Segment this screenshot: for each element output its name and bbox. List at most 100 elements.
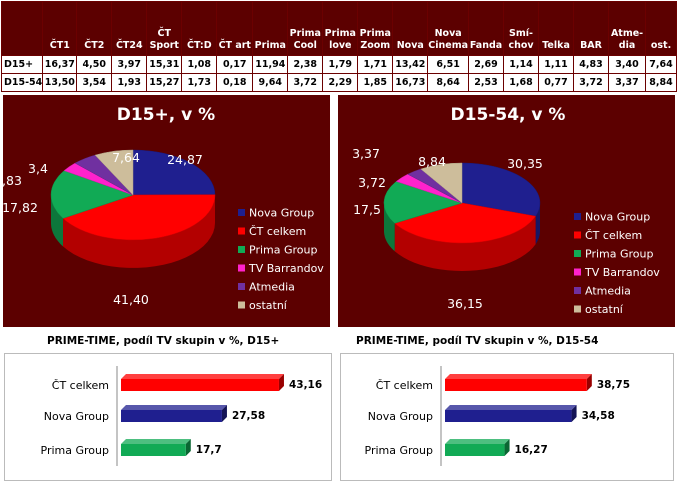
bar-category-label: ČT celkem [52,379,109,392]
header-cell: ČT24 [111,1,148,56]
table-cell: 11,94 [252,55,289,74]
table-cell: 1,73 [181,73,218,92]
legend-swatch [238,301,245,309]
header-cell: Smí-chov [503,1,540,56]
bar-value-label: 38,75 [597,379,630,391]
legend-swatch [238,264,245,272]
header-cell: ČT:D [181,1,218,56]
header-cell: ČT1 [42,1,78,56]
bar-top-face [445,439,510,444]
legend-label: ostatní [249,299,288,312]
table-cell: 3,97 [111,55,148,74]
pie-value-label: 3,4 [28,161,48,176]
pie-title: D15+, v % [117,105,215,125]
table-cell: 2,69 [468,55,505,74]
header-cell: Prima love [322,1,359,56]
pie-slice [420,162,463,204]
bar-chart-d15plus: ČT celkem 43,16 Nova Group 27,58 Prima Group… [41,366,322,466]
table-cell: 0,18 [216,73,254,92]
legend-swatch [238,283,245,290]
pie-slice [94,149,134,196]
bar-chart-d15-54: ČT celkem 38,75 Nova Group 34,58 Prima Group… [365,366,630,466]
pie-panel-d15-54: D15-54, v % 30,35 36,15 17,5 3,72 3,37 8,84 Nov… [338,95,675,327]
legend-swatch [574,250,581,257]
legend-swatch [238,246,245,253]
bar-side-face [586,374,592,391]
bar-value-label: 16,27 [515,444,548,456]
table-cell: 15,27 [146,73,183,92]
table-cell: 1,68 [503,73,540,92]
pie-panel-d15plus: D15+, v % 24,87 41,40 17,82 4,83 3,4 7,64 Nova … [0,95,330,327]
table-cell: 8,84 [645,73,678,92]
table-cell: 2,29 [322,73,359,92]
header-cell: Prima Cool [287,1,324,56]
bar-chart-title-d15-54: PRIME-TIME, podíl TV skupin v %, D15-54 [356,335,599,347]
bar-top-face [445,405,577,410]
bar-top-face [121,374,284,379]
table-cell: 6,51 [427,55,470,74]
table-cell: 13,42 [392,55,429,74]
pie-title: D15-54, v % [451,105,566,125]
pie-value-label: 30,35 [507,156,543,171]
table-cell: 1,11 [538,55,575,74]
bar-side-face [504,439,510,456]
pie-value-label: 3,72 [358,175,386,190]
table-cell: 3,72 [287,73,324,92]
table-cell: 4,50 [76,55,113,74]
ratings-table: ČT1 ČT2 ČT24 ČT Sport ČT:D ČT art Prima Prima C… [0,1,678,92]
header-cell: ost. [645,1,678,56]
table-header-row: ČT1 ČT2 ČT24 ČT Sport ČT:D ČT art Prima Prima C… [0,1,678,56]
table-cell: 2,53 [468,73,505,92]
table-cell: 1,14 [503,55,540,74]
pie-slice [50,170,134,219]
bar-category-label: Nova Group [368,410,433,423]
pie-chart-d15-54: D15-54, v % 30,35 36,15 17,5 3,72 3,37 8,84 Nov… [352,105,660,316]
bar-category-label: Prima Group [365,444,433,457]
legend-label: ostatní [585,303,624,316]
header-cell: Nova [392,1,429,56]
legend-swatch [238,227,245,235]
bar-value-label: 34,58 [582,410,615,422]
legend-swatch [574,268,581,276]
bar-side-face [185,439,191,456]
pie-value-label: 41,40 [113,292,149,307]
table-row: D15+ 16,37 4,50 3,97 15,31 1,08 0,17 11,94 2,38 1… [0,55,678,74]
legend-label: ČT celkem [249,225,306,238]
table-cell: 4,83 [573,55,610,74]
table-cell: 13,50 [42,73,78,92]
pie-slice [383,181,463,224]
header-corner-cell [0,1,44,56]
header-cell: ČT2 [76,1,113,56]
bar [445,410,572,422]
pie-slice-side [394,216,536,271]
table-cell: 0,17 [216,55,254,74]
table-cell: 3,37 [608,73,647,92]
legend-swatch [574,213,581,220]
table-cell: 16,73 [392,73,429,92]
bar-chart-title-d15plus: PRIME-TIME, podíl TV skupin v %, D15+ [47,335,280,347]
legend-label: ČT celkem [585,229,642,242]
legend-label: Prima Group [585,248,653,261]
bar-category-label: Prima Group [41,444,109,457]
header-cell: ČT Sport [146,1,183,56]
header-cell: Prima [252,1,289,56]
header-cell: Atme-dia [608,1,647,56]
table-row: D15-54 13,50 3,54 1,93 15,27 1,73 0,18 9,64 3,72… [0,73,678,92]
pie-value-label: 4,83 [3,173,22,188]
row-label: D15-54 [0,73,44,92]
legend-swatch [574,287,581,294]
legend-label: Nova Group [585,211,650,224]
header-cell: Nova Cinema [427,1,470,56]
table-cell: 15,31 [146,55,183,74]
table-cell: 1,08 [181,55,218,74]
bar-panel-d15-54: ČT celkem 38,75 Nova Group 34,58 Prima Group… [340,353,674,481]
pie-slice [62,194,216,241]
table-cell: 1,79 [322,55,359,74]
table-cell: 1,93 [111,73,148,92]
bar-value-label: 43,16 [289,379,322,391]
table-cell: 9,64 [252,73,289,92]
pie-value-label: 17,5 [353,202,381,217]
pie-value-label: 17,82 [3,200,38,215]
header-cell: BAR [573,1,610,56]
bar-value-label: 17,7 [196,444,222,456]
